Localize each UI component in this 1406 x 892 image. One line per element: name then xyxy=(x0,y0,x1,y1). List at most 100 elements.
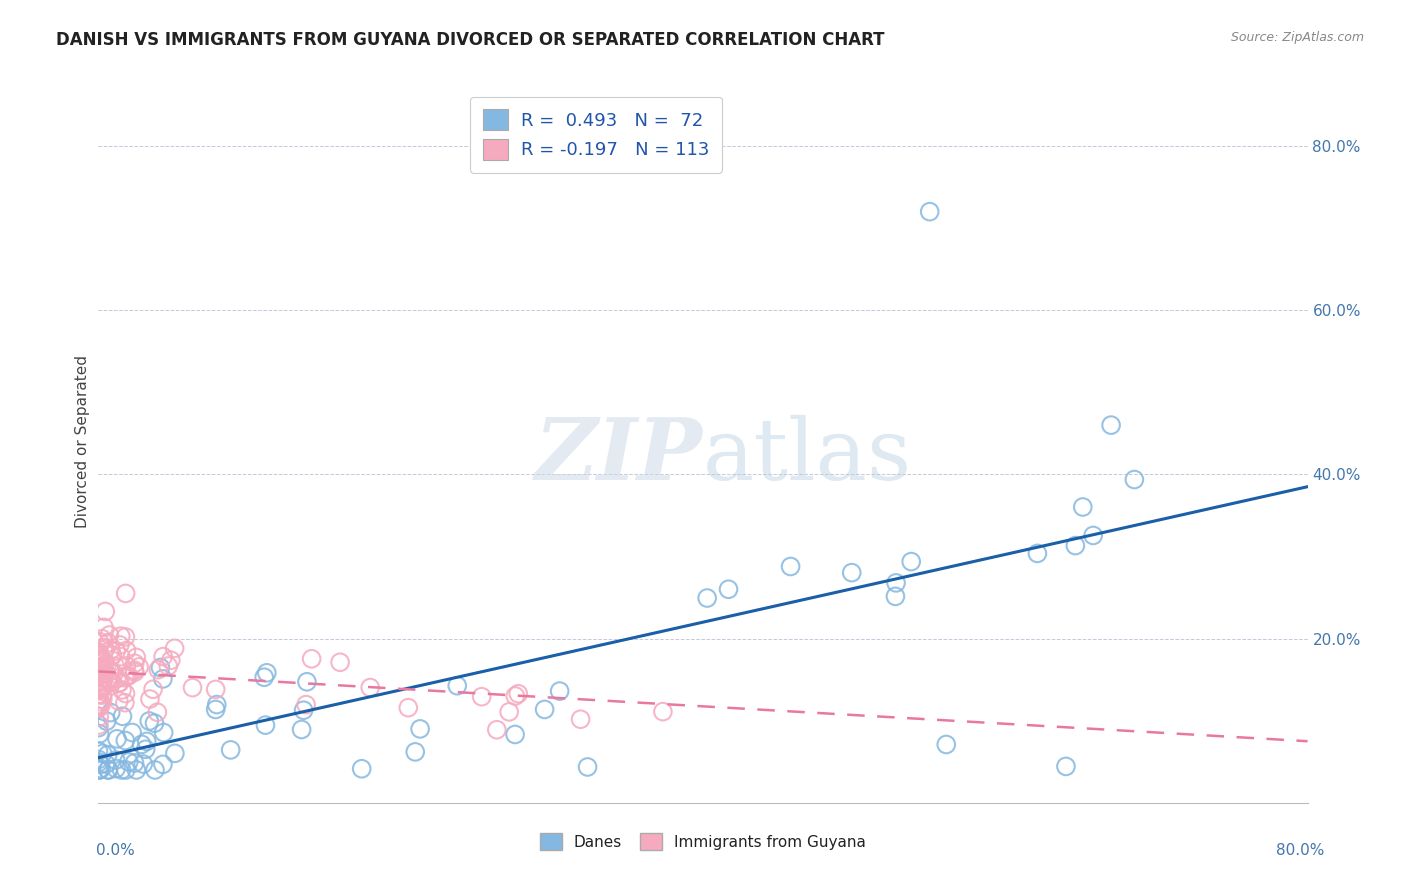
Point xyxy=(96,659,118,673)
Point xyxy=(89,660,111,674)
Point xyxy=(576,760,599,774)
Point xyxy=(1026,546,1049,560)
Point xyxy=(90,667,112,681)
Point xyxy=(152,649,174,664)
Point xyxy=(118,755,141,769)
Point xyxy=(87,646,110,660)
Point xyxy=(110,629,132,643)
Point xyxy=(160,653,183,667)
Point xyxy=(152,672,174,686)
Point xyxy=(256,665,278,680)
Point xyxy=(91,692,114,706)
Point xyxy=(152,757,174,772)
Point xyxy=(115,659,138,673)
Legend: Danes, Immigrants from Guyana: Danes, Immigrants from Guyana xyxy=(534,827,872,856)
Point xyxy=(87,669,110,683)
Point xyxy=(87,645,110,659)
Point xyxy=(91,688,114,702)
Point xyxy=(146,705,169,719)
Point xyxy=(163,641,186,656)
Point xyxy=(125,763,148,777)
Point xyxy=(91,680,114,694)
Text: atlas: atlas xyxy=(703,415,912,498)
Point xyxy=(87,752,110,766)
Point xyxy=(87,660,110,674)
Point xyxy=(91,632,114,646)
Point xyxy=(124,657,146,671)
Point xyxy=(1099,418,1122,433)
Point xyxy=(548,684,571,698)
Point xyxy=(87,674,110,689)
Point xyxy=(98,673,121,688)
Point xyxy=(94,604,117,618)
Point xyxy=(97,671,120,685)
Point xyxy=(89,763,111,777)
Point xyxy=(97,763,120,777)
Point xyxy=(87,744,110,758)
Point xyxy=(93,620,115,634)
Point xyxy=(121,725,143,739)
Point xyxy=(91,662,114,676)
Point xyxy=(149,660,172,674)
Point xyxy=(142,682,165,697)
Point xyxy=(89,650,111,665)
Point xyxy=(138,714,160,728)
Point xyxy=(884,590,907,604)
Point xyxy=(841,566,863,580)
Point xyxy=(350,762,373,776)
Point xyxy=(104,659,127,673)
Point xyxy=(409,722,432,736)
Point xyxy=(97,747,120,762)
Point xyxy=(105,644,128,658)
Point xyxy=(93,671,115,685)
Point xyxy=(89,727,111,741)
Point xyxy=(1071,500,1094,514)
Point xyxy=(329,655,352,669)
Point xyxy=(508,687,530,701)
Point xyxy=(115,643,138,657)
Point xyxy=(89,634,111,648)
Point xyxy=(148,663,170,677)
Point xyxy=(107,694,129,708)
Point xyxy=(97,763,120,777)
Point xyxy=(105,731,128,746)
Point xyxy=(779,559,801,574)
Point xyxy=(117,669,139,683)
Point xyxy=(291,723,314,737)
Point xyxy=(87,648,110,662)
Point xyxy=(108,638,131,652)
Point xyxy=(87,698,110,713)
Point xyxy=(446,679,468,693)
Point xyxy=(114,586,136,600)
Point xyxy=(90,652,112,666)
Point xyxy=(204,682,226,697)
Point xyxy=(114,630,136,644)
Text: Source: ZipAtlas.com: Source: ZipAtlas.com xyxy=(1230,31,1364,45)
Text: 0.0%: 0.0% xyxy=(96,843,135,858)
Point xyxy=(114,687,136,701)
Point xyxy=(125,650,148,665)
Point xyxy=(152,725,174,739)
Text: DANISH VS IMMIGRANTS FROM GUYANA DIVORCED OR SEPARATED CORRELATION CHART: DANISH VS IMMIGRANTS FROM GUYANA DIVORCE… xyxy=(56,31,884,49)
Point xyxy=(108,675,131,690)
Point xyxy=(205,698,228,712)
Point xyxy=(89,678,111,692)
Point xyxy=(98,675,121,690)
Point xyxy=(97,673,120,688)
Point xyxy=(91,661,114,675)
Point xyxy=(87,756,110,770)
Point xyxy=(89,653,111,667)
Point xyxy=(114,671,136,685)
Point xyxy=(87,648,110,663)
Point xyxy=(503,727,526,741)
Point xyxy=(114,733,136,747)
Point xyxy=(87,654,110,668)
Point xyxy=(96,714,118,728)
Point xyxy=(98,664,121,678)
Point xyxy=(87,652,110,666)
Point xyxy=(569,712,592,726)
Point xyxy=(124,665,146,680)
Point xyxy=(110,649,132,664)
Point xyxy=(143,716,166,731)
Point xyxy=(124,756,146,770)
